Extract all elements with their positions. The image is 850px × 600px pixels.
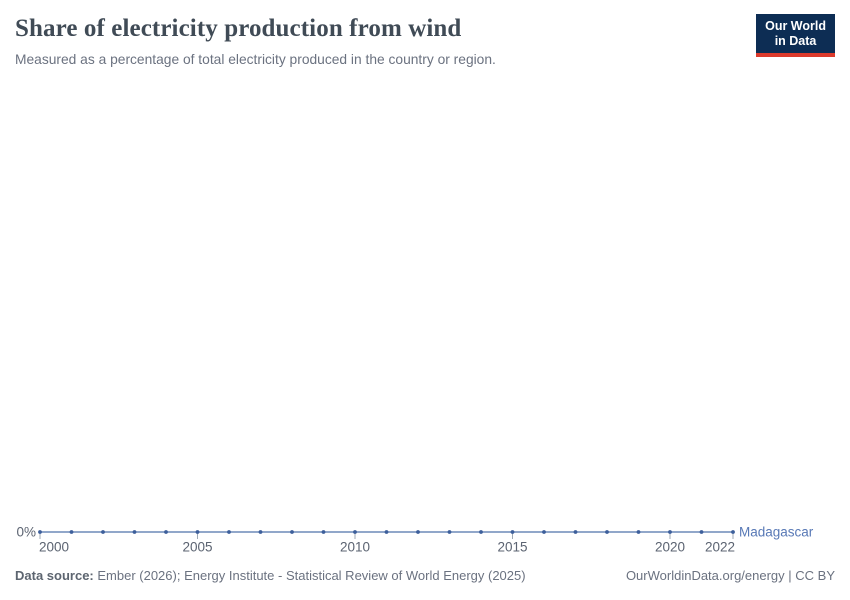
entity-label-madagascar: Madagascar [739,525,814,540]
data-source-label: Data source: [15,568,94,583]
data-point-marker [290,530,294,534]
y-axis-zero-label: 0% [16,525,36,540]
owid-url-license-link[interactable]: OurWorldinData.org/energy | CC BY [625,568,835,583]
data-source-note: Data source: Ember (2026); Energy Instit… [15,568,526,583]
data-point-marker [132,530,137,534]
data-point-marker [636,530,641,534]
data-point-marker [699,530,704,534]
chart-footer: Data source: Ember (2026); Energy Instit… [15,568,835,583]
data-source-text: Ember (2026); Energy Institute - Statist… [93,568,526,583]
data-point-marker [479,530,483,534]
data-point-marker [731,530,735,534]
data-point-marker [227,530,231,534]
x-axis-label: 2020 [655,540,685,555]
data-point-marker [668,530,672,534]
data-point-marker [164,530,168,534]
data-point-marker [38,530,42,534]
page-title: Share of electricity production from win… [15,15,462,42]
data-point-marker [416,530,420,534]
data-point-marker [542,530,546,534]
x-axis-label: 2000 [39,540,69,555]
data-point-marker [353,530,357,534]
chart-subtitle: Measured as a percentage of total electr… [15,52,496,67]
owid-logo: Our World in Data [756,14,835,57]
data-point-marker [69,530,74,534]
data-point-marker [195,530,200,534]
x-axis-label: 2022 [705,540,735,555]
data-point-marker [101,530,105,534]
data-point-marker [258,530,263,534]
data-point-marker [384,530,389,534]
chart-header: Share of electricity production from win… [0,0,850,90]
data-point-marker [447,530,452,534]
data-point-marker [321,530,326,534]
x-axis-label: 2010 [340,540,370,555]
data-point-marker [510,530,515,534]
x-axis-label: 2005 [182,540,212,555]
data-point-marker [605,530,609,534]
data-point-marker [573,530,578,534]
x-axis-label: 2015 [497,540,527,555]
owid-logo-line2: in Data [774,33,817,48]
owid-logo-line1: Our World [765,19,826,33]
